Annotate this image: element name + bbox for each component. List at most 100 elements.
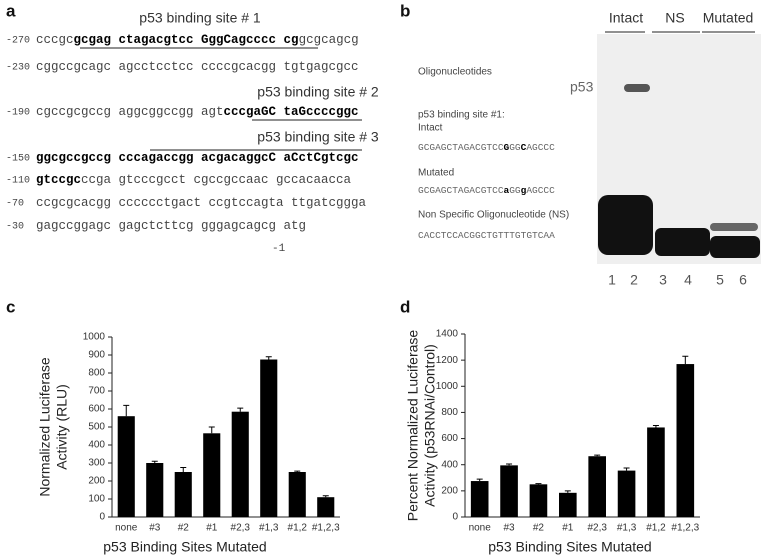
y-tick-label: 900 (88, 350, 105, 361)
bar (174, 472, 192, 517)
bar (146, 463, 164, 517)
x-axis-label: p53 Binding Sites Mutated (488, 539, 651, 555)
y-tick-label: 1000 (83, 332, 106, 343)
y-tick-label: 800 (441, 407, 458, 418)
lane-label: 2 (630, 272, 638, 288)
segment: CACCTCCACGGCTGTTTGTGTCAA (418, 230, 555, 241)
segment: GCGAGCTAGACGTCC (418, 142, 504, 153)
panel-letter: b (400, 1, 410, 20)
y-tick-label: 0 (99, 512, 105, 523)
intact-label: Intact (418, 123, 443, 134)
bar (676, 364, 695, 517)
lane-label: 3 (659, 272, 667, 288)
error-bar (322, 495, 329, 498)
group-label: Intact (609, 10, 643, 26)
bar (231, 411, 249, 517)
y-axis-label: Normalized Luciferase (37, 357, 53, 496)
y-tick-label: 0 (452, 512, 458, 523)
segment: cgccgcgccg aggcggccgg agt (36, 105, 224, 119)
bar (260, 359, 278, 517)
x-tick-label: #1,3 (617, 523, 637, 534)
site-label: p53 binding site # 2 (257, 84, 379, 100)
y-axis-label: Activity (RLU) (54, 384, 70, 470)
y-tick-label: 1000 (436, 381, 459, 392)
position: -230 (6, 63, 30, 74)
error-bar (652, 425, 659, 428)
y-tick-label: 100 (88, 494, 105, 505)
y-tick-label: 600 (441, 433, 458, 444)
error-bar (237, 407, 244, 412)
sequence: gtccgcccga gtcccgcct cgccgccaac gccacaac… (36, 173, 352, 187)
site-label: p53 binding site #1: (418, 110, 505, 121)
segment: a (504, 185, 510, 196)
sequence: gagccggagc gagctcttcg gggagcagcg atg (36, 219, 306, 233)
segment: g (521, 185, 527, 196)
oligo-title: Oligonucleotides (418, 67, 492, 78)
position: -150 (6, 154, 30, 165)
x-tick-label: #1 (562, 523, 574, 534)
band (655, 228, 710, 256)
error-bar (506, 463, 513, 466)
sequence: cgccgcgccg aggcggccgg agtcccgaGC taGcccc… (36, 105, 359, 119)
bar (588, 456, 606, 517)
lane-label: 4 (684, 272, 692, 288)
y-tick-label: 300 (88, 458, 105, 469)
y-tick-label: 200 (88, 476, 105, 487)
site-label: p53 binding site # 1 (139, 10, 261, 26)
bar (559, 492, 577, 517)
error-bar (265, 356, 272, 360)
segment: gtccgc (36, 173, 81, 187)
x-tick-label: #2 (533, 523, 545, 534)
error-bar (564, 490, 571, 493)
segment: ccgcgcacgg cccccctgact ccgtccagta ttgatc… (36, 196, 367, 210)
x-tick-label: #1,2 (646, 523, 666, 534)
sequence: cccgcgcgag ctagacgtcc GggCagcccc cggcgca… (36, 33, 359, 47)
error-bar (180, 467, 187, 472)
sequence: CACCTCCACGGCTGTTTGTGTCAA (418, 230, 555, 241)
x-tick-label: #1,2,3 (312, 523, 340, 534)
segment: GCGAGCTAGACGTCC (418, 185, 504, 196)
sequence: cggccgcagc agcctcctcc ccccgcacgg tgtgagc… (36, 60, 359, 74)
error-bar (208, 426, 215, 434)
error-bar (535, 483, 542, 485)
y-tick-label: 600 (88, 404, 105, 415)
segment: AGCCC (526, 185, 555, 196)
bar (529, 484, 548, 517)
sequence: ccgcgcacgg cccccctgact ccgtccagta ttgatc… (36, 196, 367, 210)
error-bar (594, 454, 601, 457)
x-tick-label: #3 (504, 523, 516, 534)
x-tick-label: #3 (149, 523, 161, 534)
lane-label: 1 (608, 272, 616, 288)
x-tick-label: #2,3 (231, 523, 251, 534)
segment: ggcgccgccg cccagaccgg acgacaggcC aCctCgt… (36, 151, 359, 165)
panel-letter: d (400, 297, 410, 316)
bar (500, 465, 518, 517)
end-label: -1 (272, 243, 286, 255)
y-tick-label: 200 (441, 485, 458, 496)
error-bar (623, 467, 630, 471)
segment: AGCCC (526, 142, 555, 153)
x-axis-label: p53 Binding Sites Mutated (103, 539, 266, 555)
y-axis-label: Activity (p53RNAi/Control) (422, 344, 438, 507)
segment: gagccggagc gagctcttcg gggagcagcg atg (36, 219, 306, 233)
segment: gcgag ctagacgtcc GggCagcccc cg (74, 33, 299, 47)
bar (647, 427, 665, 517)
position: -270 (6, 36, 30, 47)
sequence: ggcgccgccg cccagaccgg acgacaggcC aCctCgt… (36, 151, 359, 165)
band (598, 195, 653, 255)
x-tick-label: none (115, 523, 138, 534)
x-tick-label: #1,2 (288, 523, 308, 534)
error-bar (123, 404, 130, 417)
x-tick-label: #1 (206, 523, 218, 534)
lane-label: 6 (739, 272, 747, 288)
bar (117, 416, 135, 517)
band (624, 84, 650, 92)
position: -70 (6, 199, 24, 210)
panel-letter: c (6, 297, 15, 316)
y-tick-label: 1200 (436, 355, 459, 366)
bar (617, 470, 636, 517)
segment: GG (509, 142, 521, 153)
bar (288, 472, 306, 517)
y-axis-label: Percent Normalized Luciferase (405, 330, 421, 522)
